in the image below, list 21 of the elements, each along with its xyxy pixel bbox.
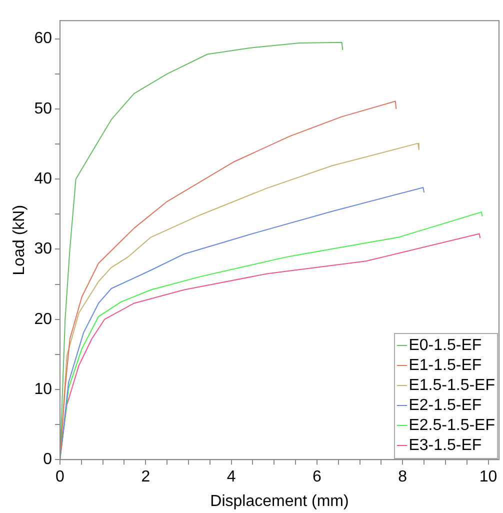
legend-label: E1-1.5-EF — [408, 356, 482, 376]
y-tick-label: 40 — [34, 170, 52, 188]
x-axis-title: Displacement (mm) — [210, 492, 349, 510]
y-tick-label: 60 — [34, 30, 52, 48]
x-tick-label: 8 — [398, 468, 408, 486]
x-tick-label: 6 — [312, 468, 322, 486]
y-tick-label: 10 — [34, 380, 52, 398]
y-axis-title: Load (kN) — [11, 204, 28, 276]
legend-label: E0-1.5-EF — [408, 336, 482, 356]
legend-label: E2-1.5-EF — [408, 396, 482, 416]
x-tick-label: 2 — [141, 468, 150, 486]
y-tick-label: 20 — [34, 310, 52, 328]
legend-label: E3-1.5-EF — [408, 436, 482, 456]
legend-label: E2.5-1.5-EF — [408, 416, 495, 436]
y-tick-label: 50 — [34, 100, 52, 118]
y-tick-label: 30 — [34, 240, 52, 258]
x-tick-label: 10 — [479, 468, 498, 486]
legend-label: E1.5-1.5-EF — [408, 376, 495, 396]
x-tick-label: 0 — [56, 468, 65, 486]
x-tick-label: 4 — [226, 468, 236, 486]
y-tick-label: 0 — [43, 451, 52, 468]
